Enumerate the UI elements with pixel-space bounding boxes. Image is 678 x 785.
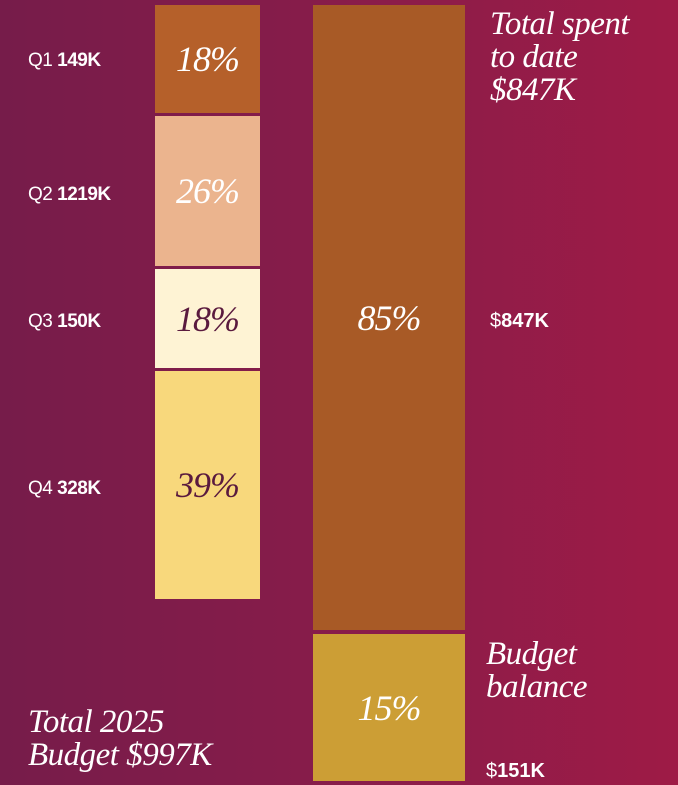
q1-block: 18% [155, 5, 260, 113]
share: 18% [176, 298, 240, 339]
q4-block: 39% [155, 371, 260, 599]
share: 39% [176, 465, 240, 505]
amount: 847K [501, 310, 549, 332]
currency: $ [486, 760, 498, 782]
quarter: Q3 [28, 311, 53, 332]
q2-block: 26% [155, 116, 260, 266]
amount: 150K [57, 311, 101, 332]
balance-block: 15% [313, 634, 465, 781]
share: 18% [176, 39, 240, 79]
currency: $ [490, 310, 502, 332]
amount: 149K [57, 50, 101, 71]
spent-amount: $847K [490, 310, 549, 333]
q1-label: Q1 149K [28, 50, 101, 72]
q4-label: Q4 328K [28, 478, 101, 500]
amount: 328K [57, 478, 101, 499]
amount: 1219K [57, 184, 111, 205]
share: 26% [176, 171, 240, 211]
spent-title: Total spent to date $847K [490, 6, 630, 108]
quarter: Q4 [28, 478, 53, 499]
q2-label: Q2 1219K [28, 184, 111, 206]
total-budget: Total 2025 Budget $997K [28, 704, 212, 773]
balance-title: Budget balance [486, 636, 587, 705]
q3-block: 18% [155, 269, 260, 368]
share: 85% [357, 297, 422, 338]
balance-amount: $151K [486, 760, 545, 783]
q3-label: Q3 150K [28, 311, 101, 333]
quarter: Q1 [28, 50, 53, 71]
spent-block: 85% [313, 5, 465, 630]
quarter: Q2 [28, 184, 53, 205]
share: 15% [357, 687, 422, 728]
amount: 151K [497, 760, 545, 782]
